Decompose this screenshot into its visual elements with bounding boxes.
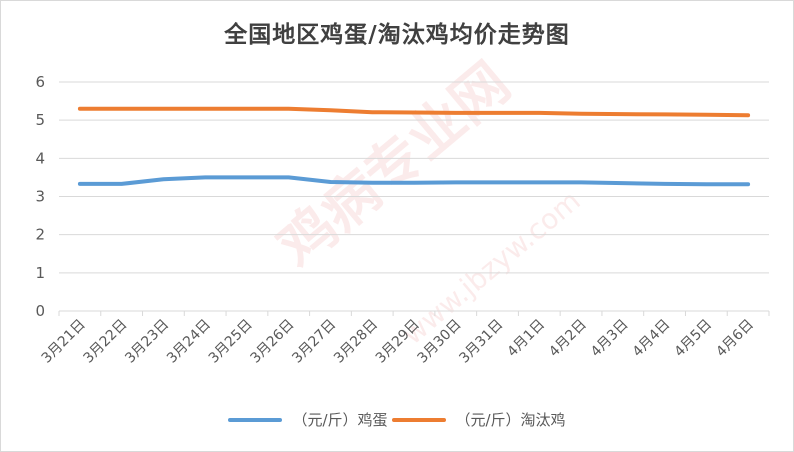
data-point-series-1	[704, 182, 708, 186]
series-line-2	[77, 106, 751, 118]
legend-swatch-series-2	[391, 417, 446, 422]
data-point-series-2	[704, 113, 708, 117]
data-point-series-1	[496, 180, 500, 184]
data-point-series-1	[287, 175, 291, 179]
data-point-series-2	[287, 107, 291, 111]
data-point-series-1	[454, 180, 458, 184]
x-tick-label: 3月30日	[415, 317, 465, 367]
legend-label-series-2: （元/斤）淘汰鸡	[455, 411, 566, 429]
data-point-series-2	[161, 107, 165, 111]
x-tick-label: 3月26日	[248, 317, 298, 367]
data-point-series-2	[621, 112, 625, 116]
data-point-series-1	[537, 180, 541, 184]
data-point-series-2	[496, 111, 500, 115]
legend-item-series-2: （元/斤）淘汰鸡	[391, 409, 566, 430]
data-point-series-1	[746, 182, 750, 186]
x-tick-label: 4月1日	[504, 317, 548, 361]
x-tick-label: 4月3日	[588, 317, 632, 361]
x-tick-label: 3月23日	[122, 317, 172, 367]
x-tick-label: 4月5日	[671, 317, 715, 361]
x-tick-label: 3月29日	[373, 317, 423, 367]
data-point-series-1	[120, 182, 124, 186]
data-point-series-1	[621, 181, 625, 185]
x-tick-label: 3月27日	[289, 317, 339, 367]
data-point-series-2	[663, 112, 667, 116]
data-point-series-2	[245, 107, 249, 111]
y-tick-label: 3	[35, 188, 45, 206]
x-tick-label: 3月24日	[164, 317, 214, 367]
x-tick-label: 3月25日	[206, 317, 256, 367]
y-tick-label: 1	[35, 264, 45, 282]
data-point-series-1	[161, 177, 165, 181]
data-point-series-1	[370, 181, 374, 185]
series-lines	[77, 106, 751, 187]
gridlines	[58, 81, 770, 316]
x-tick-label: 3月21日	[39, 317, 89, 367]
x-tick-label: 4月4日	[630, 317, 674, 361]
chart-title: 全国地区鸡蛋/淘汰鸡均价走势图	[224, 22, 570, 48]
data-point-series-1	[663, 182, 667, 186]
data-point-series-2	[579, 112, 583, 116]
data-point-series-2	[370, 110, 374, 114]
y-tick-label: 5	[35, 111, 45, 129]
data-point-series-2	[412, 111, 416, 115]
legend-swatch-series-1	[228, 417, 283, 422]
x-tick-label: 4月6日	[713, 317, 757, 361]
x-axis-ticks: 3月21日3月22日3月23日3月24日3月25日3月26日3月27日3月28日…	[39, 317, 757, 367]
y-tick-label: 4	[35, 149, 45, 167]
y-tick-label: 6	[35, 73, 45, 91]
data-point-series-2	[203, 107, 207, 111]
data-point-series-1	[579, 180, 583, 184]
data-point-series-1	[78, 182, 82, 186]
y-axis-ticks: 0 1 2 3 4 5 6	[35, 73, 45, 320]
legend-label-series-1: （元/斤）鸡蛋	[292, 411, 388, 429]
legend: （元/斤）鸡蛋 （元/斤）淘汰鸡	[1, 409, 793, 430]
data-point-series-2	[120, 107, 124, 111]
data-point-series-1	[412, 181, 416, 185]
data-point-series-2	[78, 107, 82, 111]
x-tick-label: 3月28日	[331, 317, 381, 367]
data-point-series-2	[454, 111, 458, 115]
data-point-series-2	[746, 113, 750, 117]
x-tick-label: 3月31日	[456, 317, 506, 367]
y-tick-label: 2	[35, 226, 45, 244]
x-tick-label: 4月2日	[546, 317, 590, 361]
data-point-series-2	[537, 111, 541, 115]
data-point-series-1	[203, 175, 207, 179]
y-tick-label: 0	[35, 302, 45, 320]
x-tick-label: 3月22日	[80, 317, 130, 367]
data-point-series-1	[245, 175, 249, 179]
data-point-series-1	[328, 180, 332, 184]
series-line-1	[77, 175, 751, 187]
data-point-series-2	[328, 108, 332, 112]
legend-item-series-1: （元/斤）鸡蛋	[228, 409, 388, 430]
